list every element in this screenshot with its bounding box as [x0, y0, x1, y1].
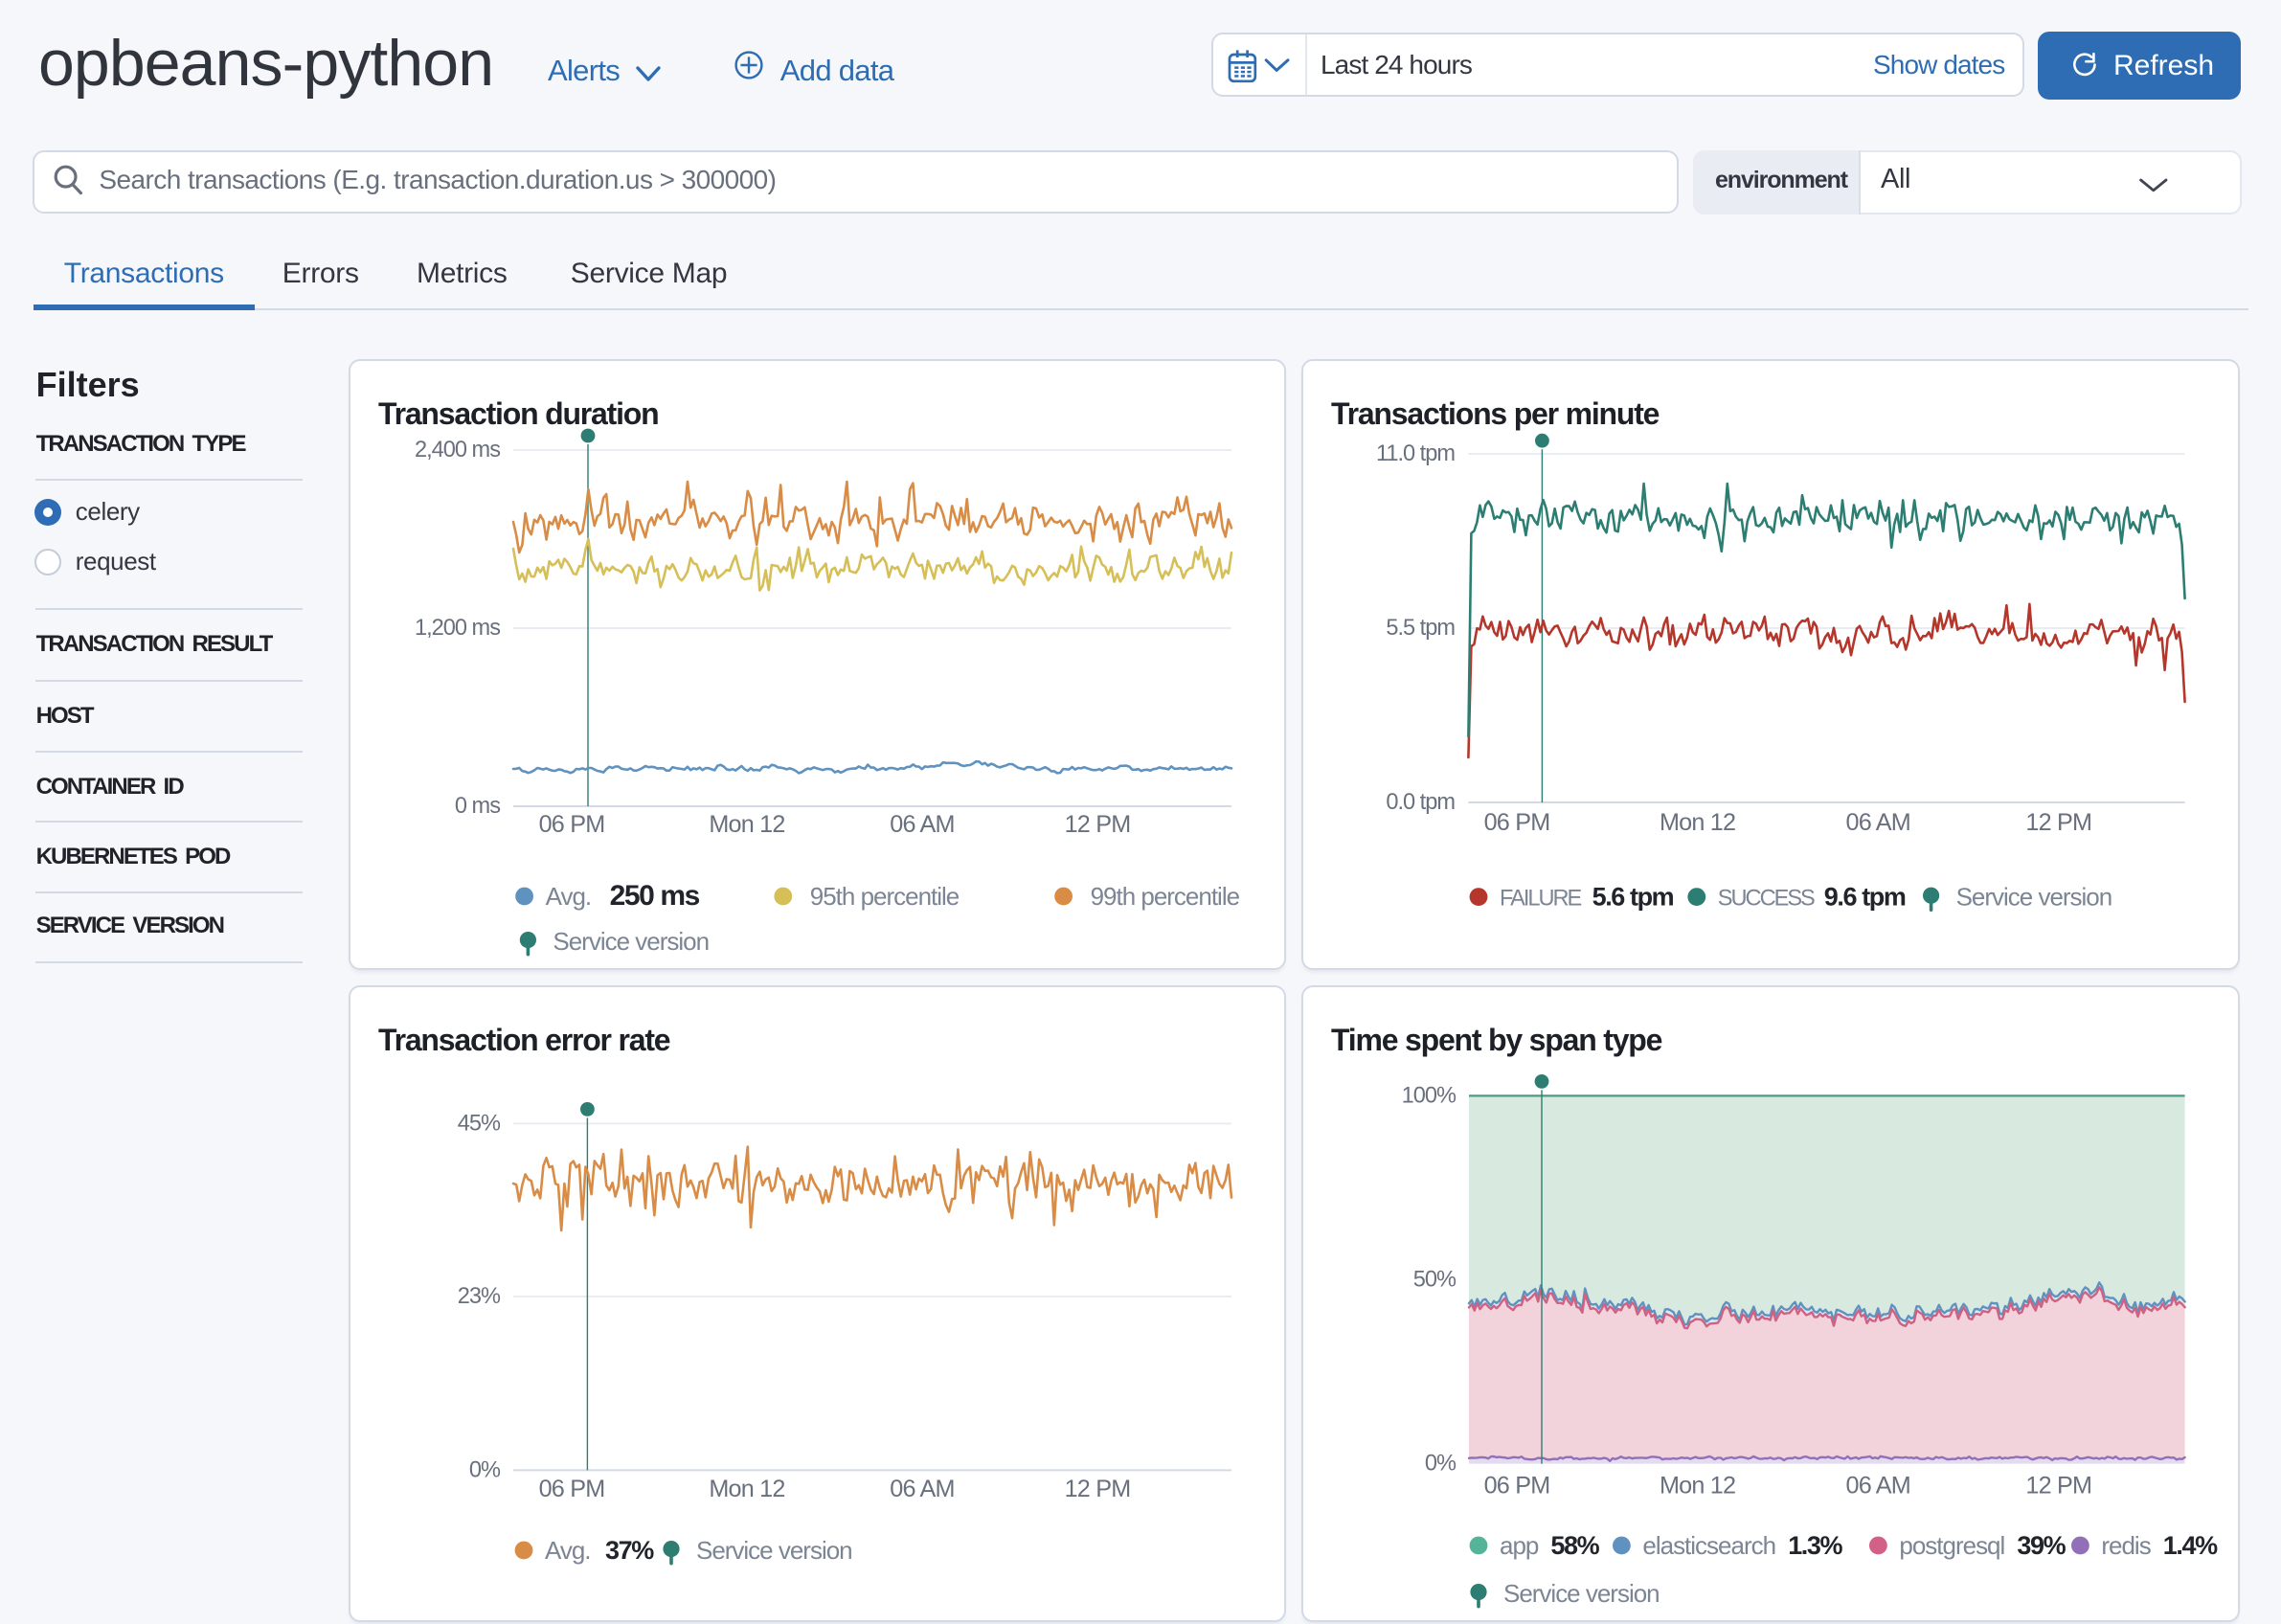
- svg-text:06 AM: 06 AM: [890, 1476, 954, 1502]
- svg-text:39%: 39%: [2017, 1531, 2066, 1560]
- svg-text:250 ms: 250 ms: [610, 880, 700, 912]
- svg-text:app: app: [1500, 1531, 1539, 1560]
- svg-text:FAILURE: FAILURE: [1500, 885, 1582, 910]
- svg-text:06 PM: 06 PM: [539, 1476, 605, 1502]
- svg-text:12 PM: 12 PM: [1065, 811, 1131, 838]
- svg-text:0%: 0%: [469, 1456, 501, 1481]
- svg-text:50%: 50%: [1413, 1266, 1457, 1291]
- svg-text:Mon 12: Mon 12: [709, 1476, 784, 1502]
- svg-text:37%: 37%: [605, 1536, 654, 1565]
- svg-text:postgresql: postgresql: [1899, 1531, 2004, 1560]
- svg-text:Service version: Service version: [1503, 1579, 1660, 1608]
- svg-text:Service version: Service version: [1956, 882, 2112, 911]
- svg-text:12 PM: 12 PM: [2025, 809, 2091, 836]
- svg-text:SUCCESS: SUCCESS: [1718, 885, 1815, 910]
- svg-text:12 PM: 12 PM: [1065, 1476, 1131, 1502]
- svg-text:2,400 ms: 2,400 ms: [415, 437, 500, 462]
- svg-text:elasticsearch: elasticsearch: [1642, 1531, 1775, 1560]
- svg-text:100%: 100%: [1402, 1082, 1457, 1107]
- svg-text:45%: 45%: [458, 1110, 501, 1135]
- svg-text:99th percentile: 99th percentile: [1091, 882, 1240, 911]
- svg-text:12 PM: 12 PM: [2025, 1472, 2091, 1499]
- svg-text:06 AM: 06 AM: [1845, 1472, 1909, 1499]
- svg-text:0.0 tpm: 0.0 tpm: [1386, 789, 1455, 814]
- svg-text:9.6 tpm: 9.6 tpm: [1824, 882, 1906, 911]
- svg-text:58%: 58%: [1550, 1531, 1599, 1560]
- svg-text:0 ms: 0 ms: [455, 793, 500, 818]
- svg-text:06 AM: 06 AM: [890, 811, 954, 838]
- svg-text:06 PM: 06 PM: [1484, 809, 1550, 836]
- svg-text:Avg.: Avg.: [545, 1536, 591, 1565]
- svg-text:Avg.: Avg.: [546, 882, 592, 911]
- svg-text:redis: redis: [2101, 1531, 2151, 1560]
- svg-text:0%: 0%: [1425, 1451, 1457, 1476]
- svg-text:11.0 tpm: 11.0 tpm: [1376, 440, 1455, 465]
- svg-text:1.3%: 1.3%: [1788, 1531, 1842, 1560]
- svg-text:Service version: Service version: [553, 927, 709, 956]
- svg-text:06 PM: 06 PM: [1484, 1472, 1550, 1499]
- svg-text:5.6 tpm: 5.6 tpm: [1592, 882, 1674, 911]
- svg-text:23%: 23%: [458, 1283, 501, 1308]
- svg-text:Service version: Service version: [696, 1536, 852, 1565]
- svg-text:1,200 ms: 1,200 ms: [415, 615, 500, 640]
- svg-text:06 PM: 06 PM: [539, 811, 605, 838]
- svg-text:95th percentile: 95th percentile: [810, 882, 960, 911]
- svg-text:Mon 12: Mon 12: [1660, 809, 1735, 836]
- svg-text:06 AM: 06 AM: [1845, 809, 1909, 836]
- svg-text:5.5 tpm: 5.5 tpm: [1386, 615, 1455, 640]
- svg-text:Mon 12: Mon 12: [709, 811, 784, 838]
- svg-text:1.4%: 1.4%: [2163, 1531, 2218, 1560]
- svg-text:Mon 12: Mon 12: [1660, 1472, 1735, 1499]
